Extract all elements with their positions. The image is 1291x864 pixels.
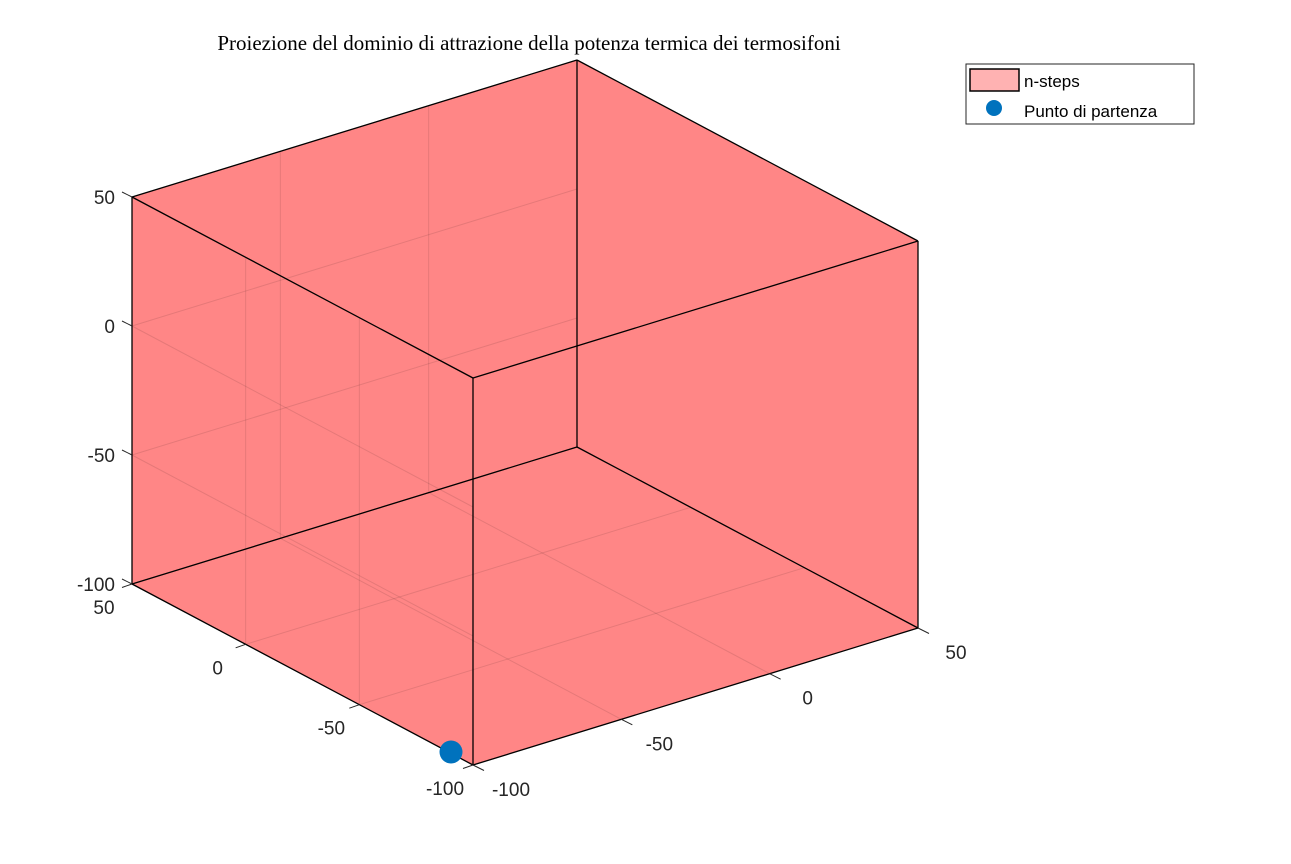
grid-line-z-back	[131, 188, 578, 327]
box-layer	[132, 60, 918, 765]
legend-label-punto-di-partenza: Punto di partenza	[1024, 102, 1158, 121]
x-tick-mark	[769, 673, 781, 680]
z-tick-label: -100	[77, 575, 115, 596]
box-face-front	[473, 241, 918, 765]
point-layer	[439, 740, 463, 764]
x-tick-mark	[917, 627, 930, 634]
z-tick-label: 0	[104, 317, 115, 338]
y-tick-mark	[121, 583, 133, 588]
x-tick-label: -100	[492, 780, 530, 801]
box-edge	[131, 446, 578, 585]
grid-line-z-left	[131, 454, 474, 637]
box-edge	[131, 59, 578, 198]
y-tick-label: 50	[93, 598, 114, 619]
box-face-top	[132, 60, 918, 378]
y-tick-mark	[349, 704, 360, 709]
box-face-right	[577, 60, 918, 628]
x-tick-mark	[472, 764, 485, 771]
z-tick-mark	[121, 578, 133, 585]
box-edge	[576, 446, 919, 629]
z-tick-mark	[121, 449, 133, 456]
z-tick-label: -50	[88, 446, 115, 467]
box-edge	[131, 583, 474, 766]
legend-box	[965, 63, 1195, 125]
z-tick-mark	[121, 320, 133, 327]
box-edge	[472, 240, 919, 379]
box-edge	[576, 59, 919, 242]
x-tick-label: -50	[646, 734, 673, 755]
box-edge	[472, 627, 919, 766]
y-tick-label: -50	[318, 719, 345, 740]
grid-line-z-left	[131, 325, 474, 508]
z-tick-label: 50	[94, 188, 115, 209]
z-tick-mark	[121, 191, 133, 198]
legend-label-n-steps: n-steps	[1024, 72, 1080, 91]
legend: n-steps Punto di partenza	[965, 63, 1195, 125]
chart-title: Proiezione del dominio di attrazione del…	[217, 31, 841, 55]
grid-line-y-floor	[245, 506, 691, 645]
x-tick-label: 0	[802, 689, 813, 710]
y-tick-label: -100	[426, 779, 464, 800]
y-tick-label: 0	[212, 658, 223, 679]
x-tick-label: 50	[945, 643, 966, 664]
grid-line-y-floor	[359, 567, 805, 706]
grid-line-x-floor	[428, 492, 770, 675]
y-tick-mark	[462, 764, 474, 769]
box-face-left	[132, 197, 473, 765]
y-tick-mark	[235, 643, 246, 649]
data-point-punto-di-partenza	[439, 740, 463, 764]
edge-layer	[131, 59, 919, 766]
x-tick-mark	[621, 718, 633, 726]
legend-swatch-n-steps	[969, 68, 1020, 92]
grid-line-z-back	[131, 317, 578, 456]
legend-marker-punto-di-partenza	[986, 100, 1002, 116]
box-face-back	[132, 60, 577, 584]
grid-line-x-floor	[280, 537, 622, 720]
box-edge	[131, 196, 474, 379]
box-face-bottom	[132, 447, 918, 765]
